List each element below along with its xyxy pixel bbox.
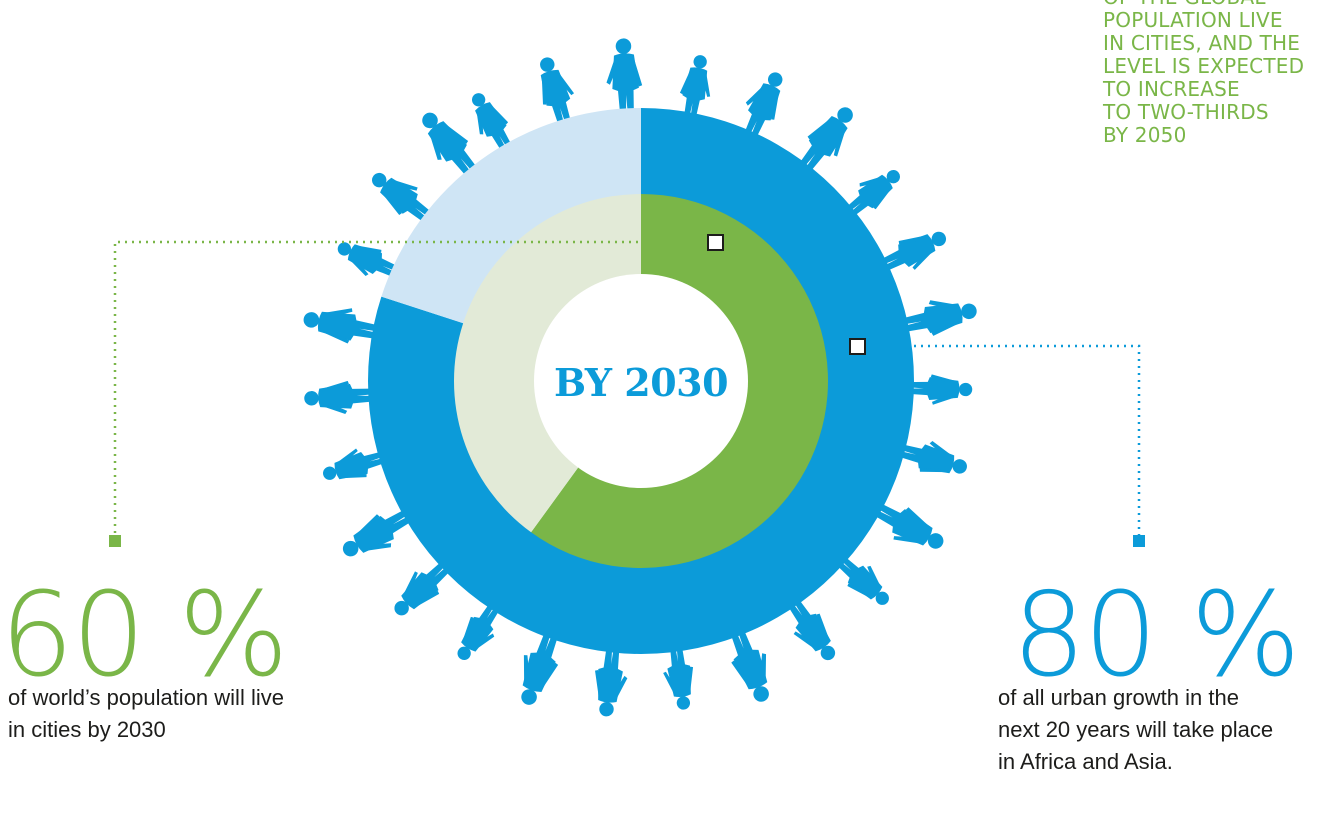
person-silhouette (606, 38, 643, 120)
people-silhouettes (303, 38, 977, 717)
person-silhouette (831, 552, 889, 605)
right-stat-value: 80 % (1012, 568, 1301, 703)
left-callout-end (109, 535, 121, 547)
person-silhouette (595, 640, 628, 717)
right-callout-connector (849, 338, 1145, 547)
person-silhouette (679, 55, 711, 125)
right-callout-end (1133, 535, 1145, 547)
right-caption-line: next 20 years will take place (998, 717, 1274, 742)
right-stat-caption: of all urban growth in the next 20 years… (998, 682, 1318, 778)
person-silhouette (741, 72, 783, 145)
person-silhouette (874, 231, 947, 274)
left-caption-line: in cities by 2030 (8, 717, 166, 742)
top-note-line: BY 2050 (1103, 123, 1187, 147)
person-silhouette (342, 506, 418, 557)
top-note: OF THE GLOBAL POPULATION LIVE IN CITIES,… (1103, 0, 1323, 147)
person-silhouette (457, 597, 504, 660)
person-silhouette (892, 440, 967, 474)
left-callout-marker (707, 234, 724, 251)
person-silhouette (841, 170, 900, 221)
left-stat-value: 60 % (0, 568, 289, 703)
person-silhouette (784, 593, 836, 661)
person-silhouette (304, 380, 380, 415)
left-caption-line: of world’s population will live (8, 685, 284, 710)
top-note-line: TO TWO-THIRDS (1103, 100, 1269, 124)
person-silhouette (663, 640, 694, 710)
right-caption-line: in Africa and Asia. (998, 749, 1173, 774)
left-stat-caption: of world’s population will live in citie… (8, 682, 338, 746)
top-note-line: POPULATION LIVE (1103, 8, 1283, 32)
person-silhouette (371, 172, 437, 227)
person-silhouette (323, 448, 392, 480)
left-callout-connector (109, 234, 724, 547)
person-silhouette (337, 242, 404, 280)
top-note-line: LEVEL IS EXPECTED (1103, 54, 1305, 78)
right-callout-marker (849, 338, 866, 355)
person-silhouette (303, 308, 385, 344)
person-silhouette (868, 500, 944, 549)
person-silhouette (471, 93, 515, 157)
inner-ring-slice-2 (454, 194, 641, 533)
center-label: BY 2030 (553, 360, 729, 405)
person-silhouette (422, 112, 482, 182)
person-silhouette (521, 625, 560, 705)
person-silhouette (902, 374, 973, 405)
top-note-line: IN CITIES, AND THE (1103, 31, 1301, 55)
inner-ring-slice-1 (531, 194, 828, 568)
person-silhouette (795, 107, 853, 178)
top-note-line: OF THE GLOBAL (1103, 0, 1323, 9)
person-silhouette (728, 623, 769, 702)
center-hole (534, 274, 748, 488)
right-caption-line: of all urban growth in the (998, 685, 1239, 710)
person-silhouette (540, 57, 575, 132)
outer-ring-slice-1 (368, 108, 915, 654)
outer-ring (368, 108, 915, 654)
inner-ring (454, 194, 828, 568)
person-silhouette (394, 556, 456, 616)
person-silhouette (895, 300, 977, 336)
outer-ring-slice-2 (381, 108, 641, 324)
top-note-line: TO INCREASE (1103, 77, 1240, 101)
